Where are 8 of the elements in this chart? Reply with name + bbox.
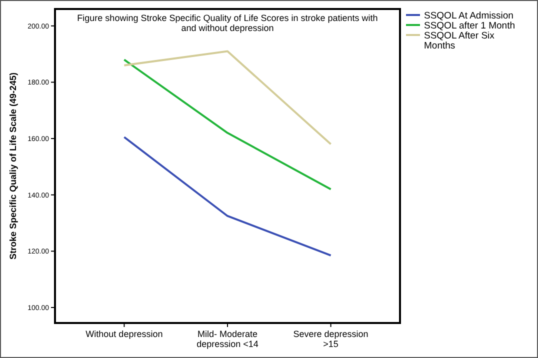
legend-label: SSQOL At Admission <box>424 10 514 22</box>
y-axis-title: Stroke Specific Qualiy of Life Scale (49-245) <box>8 72 18 260</box>
x-tick-label: Severe depression >15 <box>293 329 368 349</box>
text: Figure showing Stroke Specific Quality of Life Scores in stroke patients with and without depression <box>77 13 378 33</box>
x-tick-label: Mild- Moderate depression <14 <box>196 329 258 349</box>
x-tick-label: Without depression <box>86 329 163 339</box>
legend-label: SSQOL after 1 Month <box>424 20 515 32</box>
legend-label: SSQOL After Six Months <box>424 30 495 52</box>
